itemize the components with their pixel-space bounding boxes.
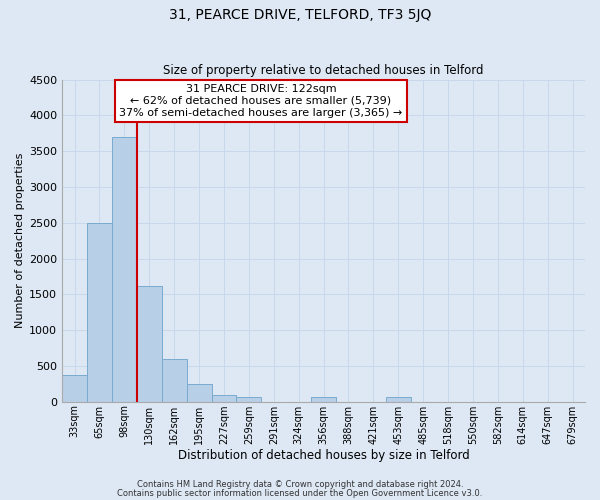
Text: Contains public sector information licensed under the Open Government Licence v3: Contains public sector information licen… [118, 488, 482, 498]
Y-axis label: Number of detached properties: Number of detached properties [15, 153, 25, 328]
Bar [87, 222, 112, 402]
Bar [236, 398, 262, 402]
X-axis label: Distribution of detached houses by size in Telford: Distribution of detached houses by size … [178, 450, 469, 462]
Bar [187, 384, 212, 402]
Bar [212, 394, 236, 402]
Bar [137, 286, 162, 402]
Text: Contains HM Land Registry data © Crown copyright and database right 2024.: Contains HM Land Registry data © Crown c… [137, 480, 463, 489]
Bar [62, 375, 87, 402]
Text: 31, PEARCE DRIVE, TELFORD, TF3 5JQ: 31, PEARCE DRIVE, TELFORD, TF3 5JQ [169, 8, 431, 22]
Text: 31 PEARCE DRIVE: 122sqm
← 62% of detached houses are smaller (5,739)
37% of semi: 31 PEARCE DRIVE: 122sqm ← 62% of detache… [119, 84, 403, 117]
Bar [112, 137, 137, 402]
Bar [311, 398, 336, 402]
Bar [386, 398, 411, 402]
Title: Size of property relative to detached houses in Telford: Size of property relative to detached ho… [163, 64, 484, 77]
Bar [162, 358, 187, 402]
